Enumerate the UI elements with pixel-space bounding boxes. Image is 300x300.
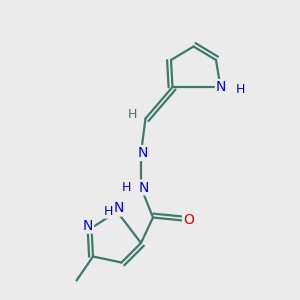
Text: H: H: [122, 181, 131, 194]
Text: N: N: [137, 146, 148, 160]
Text: O: O: [183, 214, 194, 227]
Text: N: N: [113, 202, 124, 215]
Text: N: N: [83, 219, 93, 232]
Text: H: H: [236, 83, 245, 96]
Text: H: H: [103, 205, 113, 218]
Text: H: H: [128, 107, 138, 121]
Text: N: N: [138, 181, 148, 194]
Text: N: N: [216, 80, 226, 94]
